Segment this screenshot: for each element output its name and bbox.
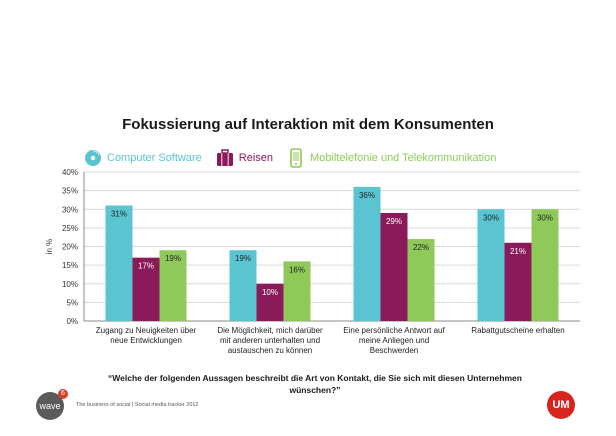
mobile-phone-icon	[290, 148, 302, 168]
bar	[159, 250, 187, 321]
bar	[105, 205, 133, 321]
bar	[504, 242, 532, 321]
bar	[229, 250, 257, 321]
data-label: 19%	[165, 254, 181, 263]
wave-logo-badge: 6	[58, 389, 68, 399]
legend-item-computer-software: Computer Software	[84, 148, 202, 168]
bar	[380, 212, 408, 321]
bar	[283, 261, 311, 321]
x-tick-label: austauschen zu können	[228, 346, 313, 355]
x-tick-label: Zugang zu Neuigkeiten über	[96, 326, 197, 335]
bar	[477, 209, 505, 321]
y-tick-label: 0%	[66, 317, 78, 326]
legend-item-reisen: Reisen	[216, 148, 273, 168]
survey-question: “Welche der folgenden Aussagen beschreib…	[108, 373, 522, 395]
y-tick-label: 10%	[62, 280, 78, 289]
cd-disc-icon	[85, 150, 101, 166]
um-logo: UM	[547, 391, 575, 419]
x-tick-label: meine Anliegen und	[359, 336, 429, 345]
y-tick-label: 20%	[62, 243, 78, 252]
bar	[256, 283, 284, 321]
y-tick-label: 5%	[66, 298, 78, 307]
y-tick-label: 30%	[62, 205, 78, 214]
bar	[407, 239, 435, 321]
y-tick-label: 25%	[62, 224, 78, 233]
y-axis-label: in %	[45, 239, 54, 255]
chart-title: Fokussierung auf Interaktion mit dem Kon…	[122, 116, 494, 133]
bar	[353, 186, 381, 321]
legend-label-computer-software: Computer Software	[107, 152, 202, 164]
bar	[132, 257, 160, 321]
bar	[531, 209, 559, 321]
data-label: 22%	[413, 243, 429, 252]
suitcase-icon	[216, 149, 233, 166]
legend-label-mobiltelefonie: Mobiltelefonie und Telekommunikation	[310, 152, 497, 164]
y-tick-label: 40%	[62, 168, 78, 177]
data-label: 21%	[510, 247, 526, 256]
y-tick-label: 15%	[62, 261, 78, 270]
data-label: 36%	[359, 191, 375, 200]
x-tick-label: Eine persönliche Antwort auf	[343, 326, 445, 335]
legend-item-mobiltelefonie: Mobiltelefonie und Telekommunikation	[287, 148, 496, 168]
x-tick-label: neue Entwicklungen	[110, 336, 182, 345]
data-label: 29%	[386, 217, 402, 226]
data-label: 30%	[483, 213, 499, 222]
data-label: 16%	[289, 265, 305, 274]
data-label: 10%	[262, 288, 278, 297]
data-label: 17%	[138, 262, 154, 271]
legend-label-reisen: Reisen	[238, 152, 274, 164]
y-tick-label: 35%	[62, 187, 78, 196]
x-tick-label: Rabattgutscheine erhalten	[471, 326, 564, 335]
chart-legend: Computer Software Reisen Mobiltelefonie …	[84, 146, 510, 170]
data-label: 19%	[235, 254, 251, 263]
data-label: 31%	[111, 210, 127, 219]
data-label: 30%	[537, 213, 553, 222]
source-note: The business of social | Social media tr…	[76, 402, 199, 408]
x-tick-label: Beschwerden	[370, 346, 418, 355]
x-tick-label: Die Möglichkeit, mich darüber	[217, 326, 323, 335]
x-tick-label: mit anderen unterhalten und	[220, 336, 320, 345]
